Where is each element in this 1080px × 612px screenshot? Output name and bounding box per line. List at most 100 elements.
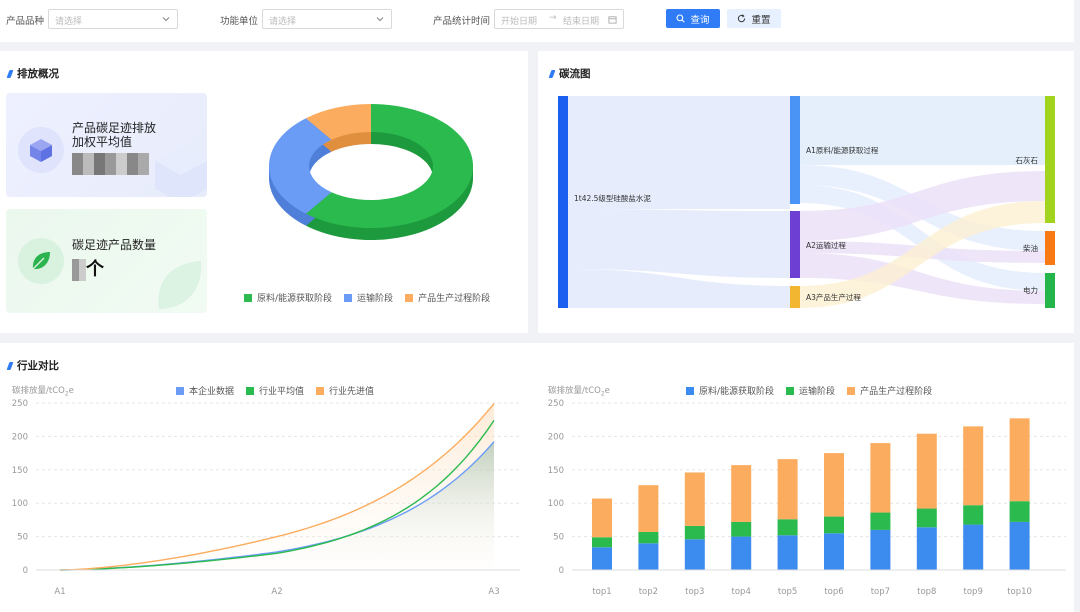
flow-source-a2[interactable] — [568, 209, 790, 278]
sankey-label-limestone: 石灰石 — [1016, 155, 1039, 165]
flow-a3-limestone[interactable] — [800, 201, 1045, 308]
end-date-input[interactable]: 结束日期 — [563, 17, 600, 27]
bar-top4-segment-2 — [731, 521, 752, 537]
legend-item-stage3[interactable]: 产品生产过程阶段 — [405, 291, 490, 304]
donut-slice-3 — [305, 104, 371, 140]
weighted-average-value-redacted — [72, 153, 149, 175]
sankey-label-a1: A1原料/能源获取过程 — [806, 145, 879, 155]
legend-item-stage1[interactable]: 原料/能源获取阶段 — [244, 291, 332, 304]
bar-top2-segment-1 — [638, 543, 659, 570]
emission-donut-chart — [269, 104, 474, 241]
legend-item-company[interactable]: 本企业数据 — [176, 384, 234, 397]
x-tick-label: top4 — [732, 587, 751, 597]
legend-label: 产品生产过程阶段 — [418, 294, 491, 304]
carbon-flow-panel: 碳流图 1t42.5级型硅酸盐水泥 A1原料/能源获取过程 A2运输过程 A3产… — [538, 51, 1074, 333]
weighted-average-label-line1: 产品碳足迹排放 — [72, 121, 157, 135]
flow-a1-limestone[interactable] — [800, 96, 1045, 165]
title-marker — [6, 361, 14, 370]
legend-swatch — [316, 386, 325, 395]
legend-label: 本企业数据 — [189, 387, 235, 397]
title-marker — [6, 69, 14, 78]
bar-top1-segment-2 — [592, 537, 612, 548]
legend-swatch — [246, 386, 255, 395]
bar-top7-segment-3 — [870, 443, 891, 513]
x-tick-label: A1 — [54, 587, 65, 597]
carbon-flow-title: 碳流图 — [548, 66, 591, 81]
legend-item-stage2[interactable]: 运输阶段 — [344, 291, 393, 304]
bar-top3-segment-1 — [684, 539, 705, 570]
legend-swatch — [244, 293, 252, 302]
weighted-average-card: 产品碳足迹排放 加权平均值 — [6, 93, 207, 197]
series-line-3 — [59, 403, 495, 571]
y-tick-label: 200 — [12, 432, 28, 442]
legend-item-advanced[interactable]: 行业先进值 — [316, 384, 374, 397]
date-range-picker[interactable]: 开始日期 → 结束日期 — [494, 9, 624, 29]
cube-icon-circle — [18, 127, 64, 173]
x-tick-label: A2 — [271, 587, 282, 597]
bar-top6-segment-1 — [824, 533, 844, 570]
y-tick-label: 250 — [548, 399, 564, 409]
reset-label: 重置 — [751, 14, 771, 26]
company-area — [60, 441, 494, 570]
leaf-watermark-icon — [158, 261, 202, 309]
bar-top1-segment-3 — [592, 498, 612, 538]
legend-item-stage1[interactable]: 原料/能源获取阶段 — [686, 384, 774, 397]
product-count-value: 个 — [72, 255, 104, 281]
x-tick-label: top10 — [1007, 587, 1032, 597]
x-tick-label: A3 — [488, 587, 499, 597]
ylabel-tail: e — [604, 386, 610, 396]
legend-label: 行业平均值 — [259, 387, 305, 397]
sankey-chart: 1t42.5级型硅酸盐水泥 A1原料/能源获取过程 A2运输过程 A3产品生产过… — [558, 96, 1055, 308]
y-tick-label: 100 — [548, 499, 564, 509]
donut-slice-2 — [269, 118, 332, 214]
sankey-node-source[interactable] — [558, 96, 568, 308]
cube-watermark-icon — [155, 147, 207, 197]
chevron-down-icon — [376, 17, 384, 22]
flow-source-a3[interactable] — [568, 269, 790, 308]
sankey-node-power[interactable] — [1045, 273, 1055, 308]
refresh-icon — [738, 14, 746, 23]
bar-top10-segment-1 — [1009, 521, 1030, 570]
y-tick-label: 100 — [12, 499, 28, 509]
weighted-average-label-line2: 加权平均值 — [72, 135, 133, 149]
sankey-label-source: 1t42.5级型硅酸盐水泥 — [574, 193, 651, 203]
bar-top9-segment-3 — [963, 426, 984, 506]
flow-source-a1[interactable] — [568, 96, 790, 209]
sankey-node-a1[interactable] — [790, 96, 800, 204]
industry-comparison-panel: 行业对比 碳排放量/tCO2e 本企业数据 行业平均值 行业先进值 0 50 100… — [0, 343, 1074, 612]
y-tick-label: 50 — [553, 533, 564, 543]
sankey-node-limestone[interactable] — [1045, 96, 1055, 223]
legend-swatch — [686, 386, 694, 395]
sankey-node-diesel[interactable] — [1045, 231, 1055, 265]
bar-top1-segment-1 — [592, 547, 612, 570]
sankey-node-a2[interactable] — [790, 211, 800, 278]
unit-select[interactable]: 请选择 — [262, 9, 392, 29]
x-tick-label: top3 — [685, 587, 704, 597]
y-tick-label: 0 — [559, 566, 564, 576]
ylabel-tail: e — [68, 386, 74, 396]
filter-bar: 产品品种 请选择 功能单位 请选择 产品统计时间 开始日期 → 结束日期 查询 … — [0, 0, 1074, 42]
bar-top3-segment-3 — [684, 472, 705, 526]
legend-label: 原料/能源获取阶段 — [257, 294, 333, 304]
bar-top10-segment-3 — [1009, 418, 1030, 502]
flow-a2-power[interactable] — [800, 253, 1045, 304]
query-label: 查询 — [690, 14, 710, 26]
sankey-node-a3[interactable] — [790, 286, 800, 308]
x-tick-label: top9 — [964, 587, 983, 597]
query-button[interactable]: 查询 — [666, 9, 720, 28]
start-date-input[interactable]: 开始日期 — [501, 17, 538, 27]
bar-top7-segment-1 — [870, 529, 891, 570]
weighted-average-label: 产品碳足迹排放 加权平均值 — [72, 121, 156, 149]
bar-top9-segment-2 — [963, 505, 984, 525]
flow-a2-limestone[interactable] — [800, 171, 1045, 241]
reset-button[interactable]: 重置 — [727, 9, 781, 28]
unit-label: 功能单位 — [220, 16, 259, 27]
y-tick-label: 150 — [12, 466, 28, 476]
line-chart-legend: 本企业数据 行业平均值 行业先进值 — [176, 384, 374, 397]
legend-item-average[interactable]: 行业平均值 — [246, 384, 304, 397]
legend-item-stage2[interactable]: 运输阶段 — [786, 384, 835, 397]
product-count-label: 碳足迹产品数量 — [72, 238, 157, 252]
legend-item-stage3[interactable]: 产品生产过程阶段 — [847, 384, 932, 397]
bar-top5-segment-2 — [777, 519, 798, 536]
product-type-select[interactable]: 请选择 — [48, 9, 178, 29]
